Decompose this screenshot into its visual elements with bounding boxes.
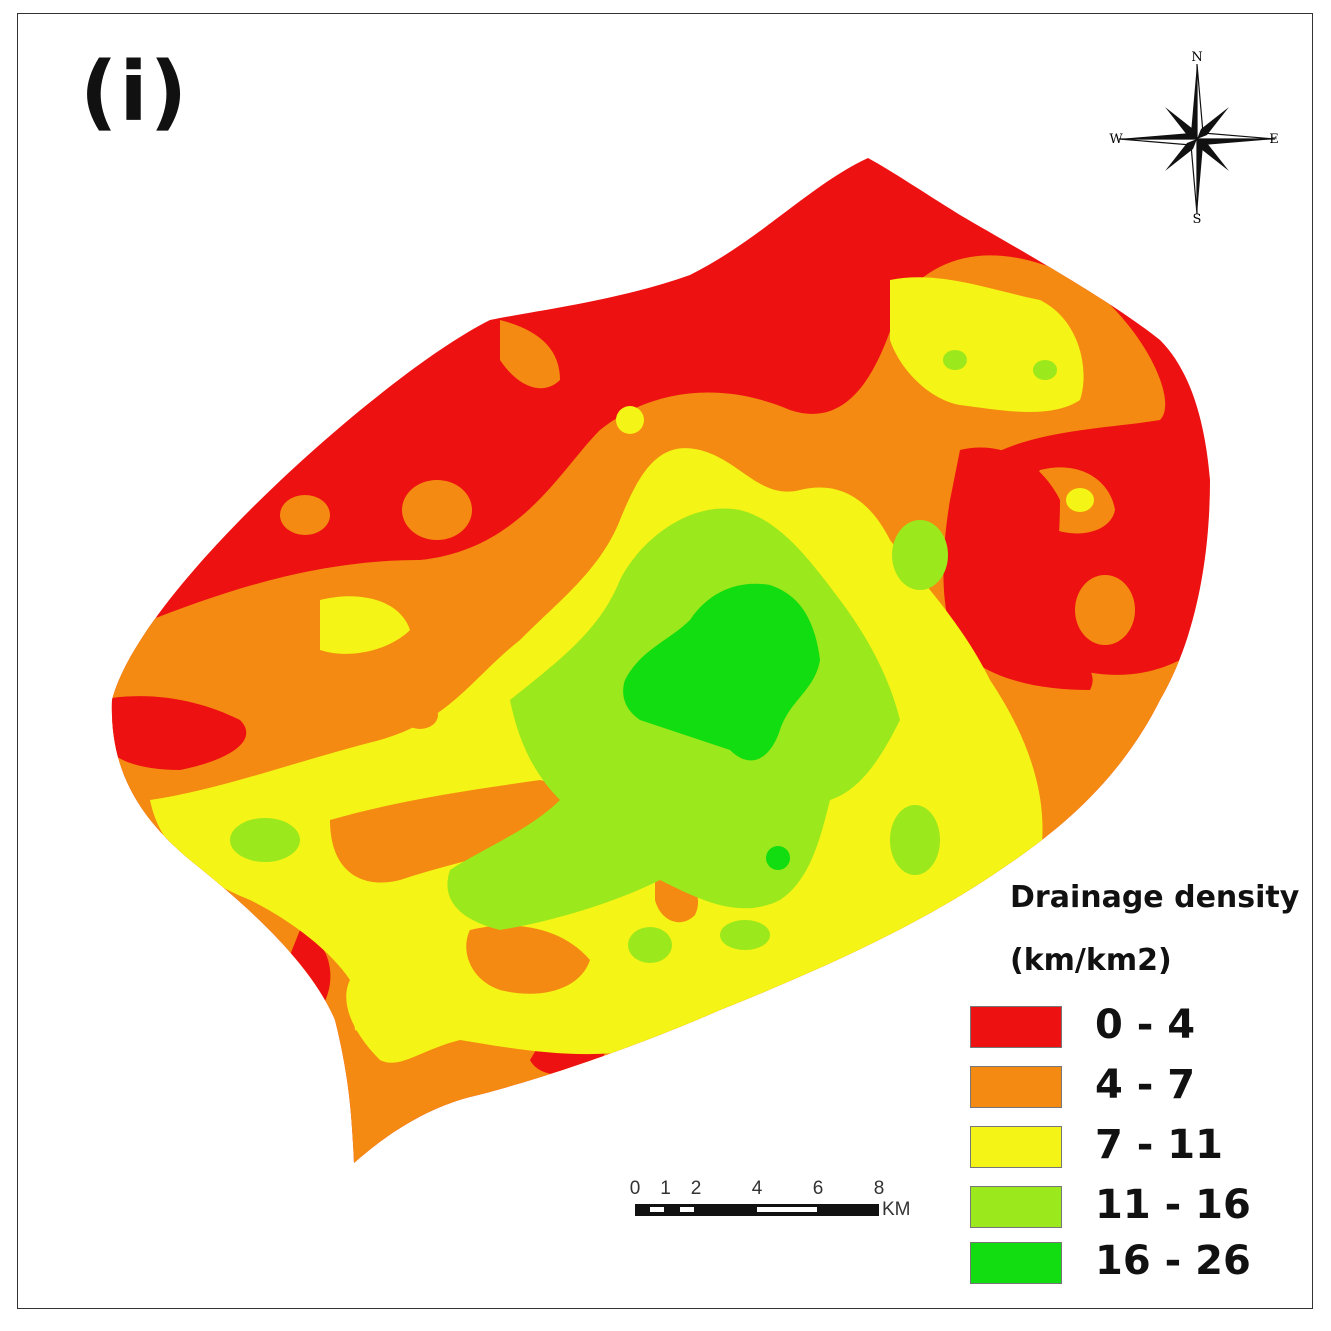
legend-item-0-4: 0 - 4 (970, 1002, 1300, 1050)
map-frame (17, 13, 1313, 1309)
legend-swatch (970, 1242, 1062, 1284)
legend-label: 11 - 16 (1095, 1182, 1251, 1228)
zone-16-26 (623, 583, 820, 870)
legend: Drainage density (km/km2) 0 - 4 4 - 7 7 … (965, 880, 1305, 1300)
legend-swatch (970, 1126, 1062, 1168)
panel-label: (i) (80, 45, 190, 140)
north-arrow-icon: N S W E (1109, 50, 1279, 225)
legend-item-11-16: 11 - 16 (970, 1182, 1300, 1230)
legend-swatch (970, 1186, 1062, 1228)
scale-tick-label: 6 (813, 1178, 824, 1199)
scale-tick-label: 8 (874, 1178, 885, 1199)
scale-tick-label: 4 (752, 1178, 763, 1199)
compass-w-label: W (1109, 132, 1123, 147)
legend-label: 0 - 4 (1095, 1002, 1196, 1048)
legend-item-7-11: 7 - 11 (970, 1122, 1300, 1170)
legend-swatch (970, 1066, 1062, 1108)
legend-units: (km/km2) (1010, 943, 1172, 978)
scale-bar-segments (635, 1204, 879, 1216)
compass-e-label: E (1269, 132, 1279, 147)
compass-s-label: S (1193, 212, 1202, 225)
legend-item-4-7: 4 - 7 (970, 1062, 1300, 1110)
zone-4-7-patches (330, 701, 699, 994)
legend-swatch (970, 1006, 1062, 1048)
legend-item-16-26: 16 - 26 (970, 1238, 1300, 1286)
scale-tick-label: 2 (691, 1178, 702, 1199)
scale-tick-label: 1 (660, 1178, 671, 1199)
legend-title: Drainage density (1010, 880, 1300, 915)
scale-tick-label: 0 (630, 1178, 641, 1199)
legend-label: 4 - 7 (1095, 1062, 1196, 1108)
scale-unit: KM (882, 1199, 911, 1220)
compass-n-label: N (1191, 50, 1202, 65)
legend-label: 16 - 26 (1095, 1238, 1251, 1284)
legend-label: 7 - 11 (1095, 1122, 1223, 1168)
